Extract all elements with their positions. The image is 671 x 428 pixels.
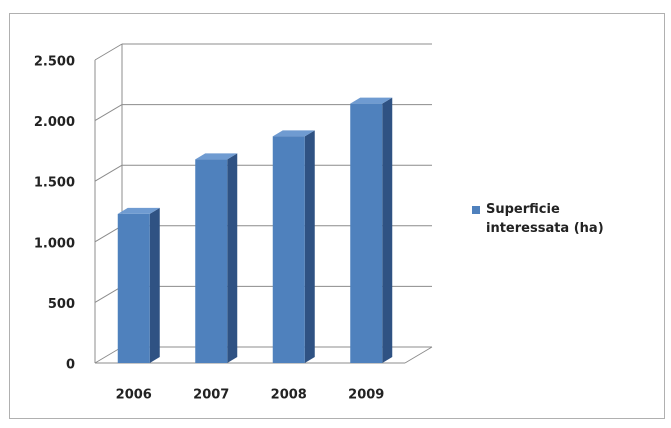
- bar-side: [382, 97, 393, 363]
- bar-top: [272, 130, 315, 137]
- bar-side: [149, 207, 160, 363]
- y-tick-label: 2.000: [34, 115, 75, 130]
- bar: [272, 136, 305, 363]
- y-tick-label: 1.000: [34, 236, 75, 251]
- legend-label: Superficie interessata (ha): [486, 202, 604, 236]
- bar-top: [350, 97, 393, 104]
- y-tick-label: 500: [48, 297, 75, 312]
- x-tick-label: 2008: [271, 388, 307, 403]
- x-tick-label: 2006: [116, 388, 152, 403]
- y-tick-label: 1.500: [34, 176, 75, 191]
- bar: [117, 213, 150, 363]
- x-tick-label: 2007: [193, 388, 229, 403]
- legend-key: [472, 206, 480, 214]
- bar: [350, 103, 383, 363]
- grid-line-side: [94, 43, 123, 61]
- bar: [195, 159, 228, 363]
- grid-line-side: [94, 164, 123, 182]
- bar-side: [304, 130, 315, 363]
- bar-side: [227, 153, 238, 363]
- bar-top: [195, 153, 238, 160]
- floor-right: [404, 346, 433, 364]
- grid-line-side: [94, 225, 123, 243]
- grid-line-side: [94, 104, 123, 122]
- bar-top: [117, 207, 160, 214]
- grid-line-side: [94, 285, 123, 303]
- y-tick-label: 0: [66, 358, 75, 373]
- y-tick-label: 2.500: [34, 55, 75, 70]
- x-tick-label: 2009: [348, 388, 384, 403]
- grid-line-side: [94, 346, 123, 364]
